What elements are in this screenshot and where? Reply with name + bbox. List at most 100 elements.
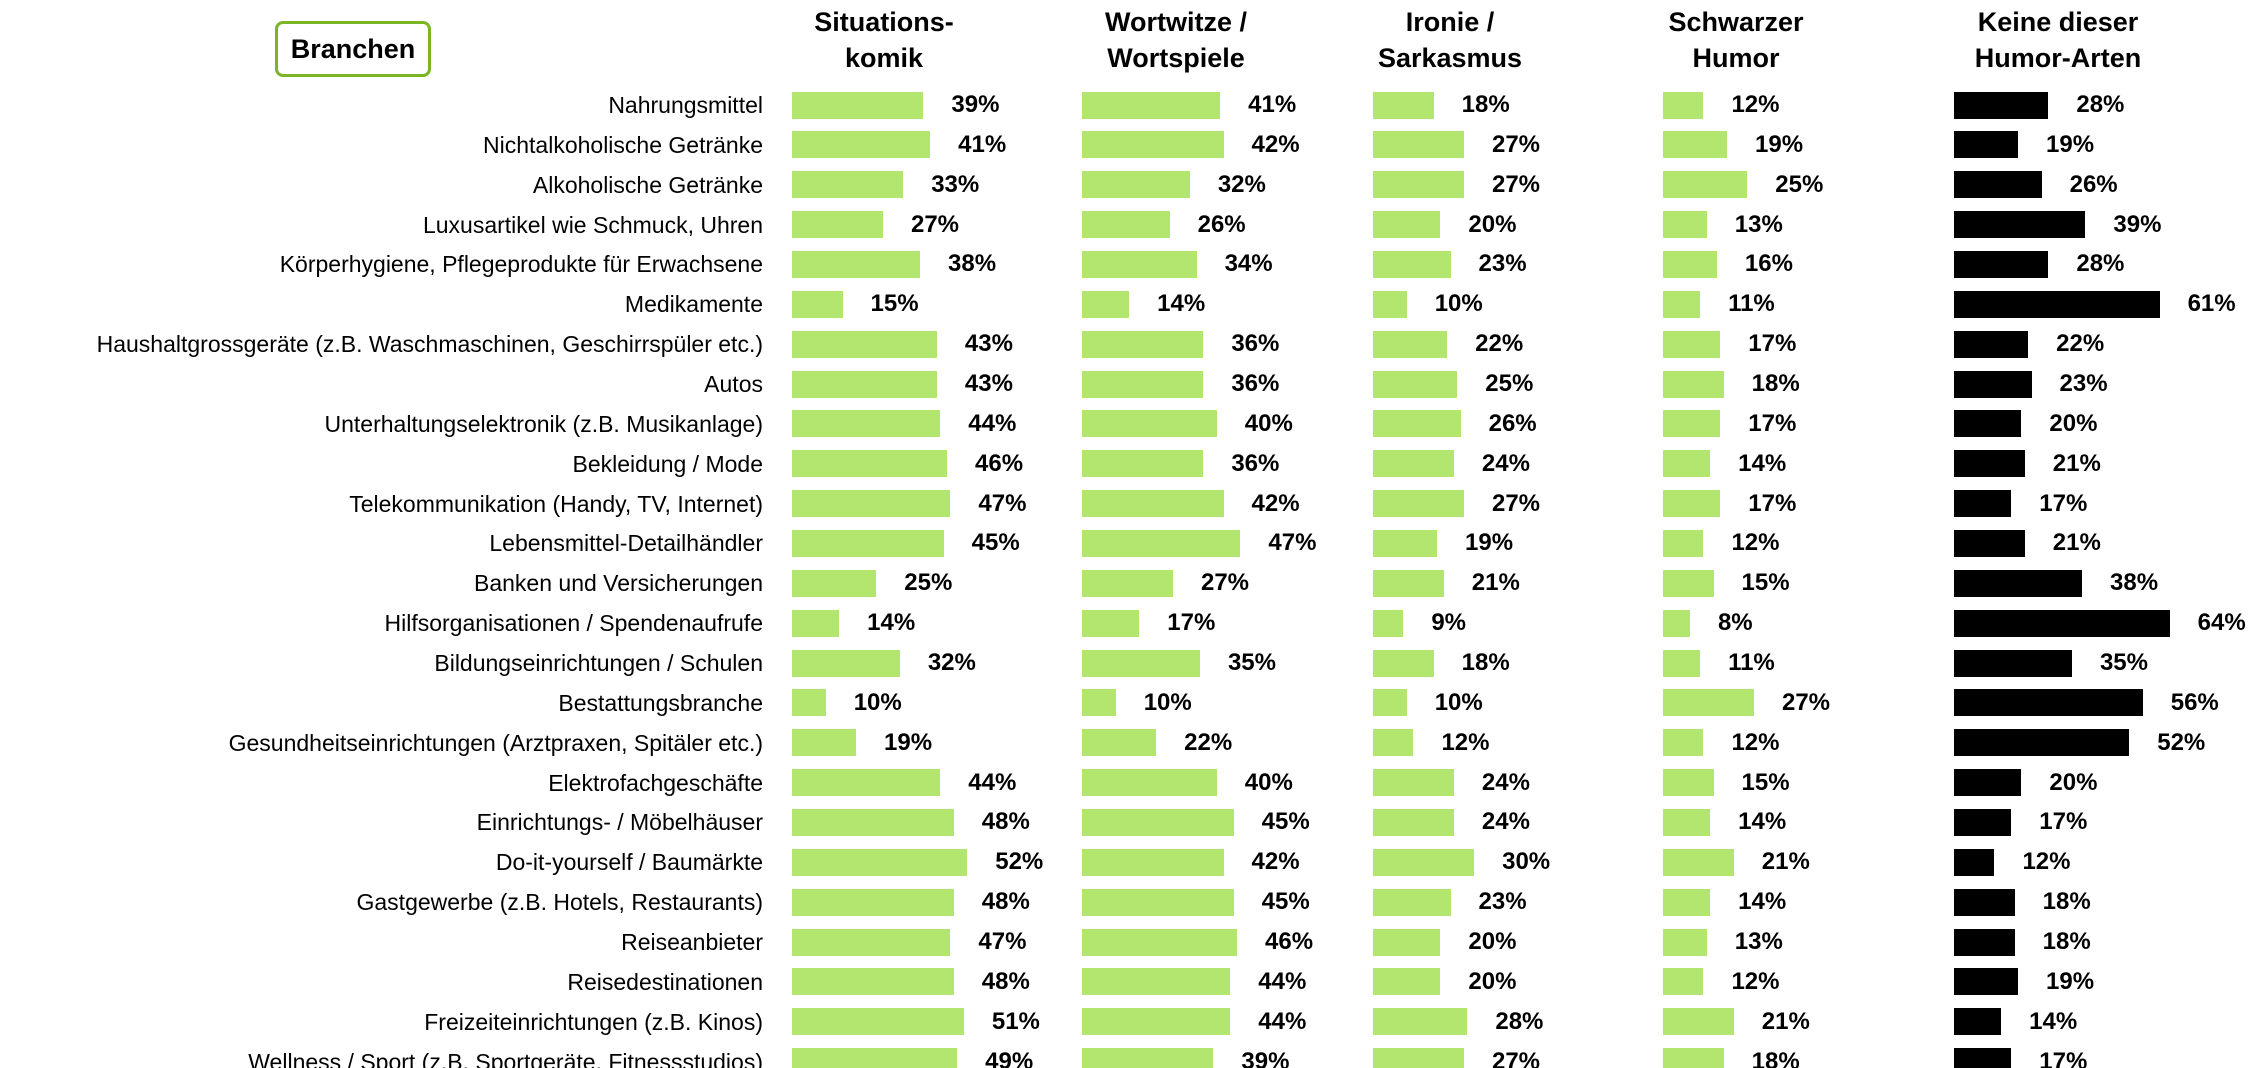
value-label: 22% xyxy=(1475,330,1524,358)
value-label: 44% xyxy=(968,768,1017,796)
value-label: 26% xyxy=(2069,170,2118,198)
value-label: 24% xyxy=(1481,808,1530,836)
category-label: Körperhygiene, Pflegeprodukte für Erwach… xyxy=(279,251,763,278)
bar xyxy=(792,968,954,996)
value-label: 28% xyxy=(1495,1007,1544,1035)
bar xyxy=(1954,250,2049,278)
value-label: 18% xyxy=(1461,91,1510,118)
value-label: 19% xyxy=(1755,130,1804,158)
bar xyxy=(1373,450,1454,478)
value-label: 32% xyxy=(1217,170,1266,198)
bar xyxy=(1954,729,2130,757)
value-label: 23% xyxy=(2059,370,2108,398)
category-label: Gastgewerbe (z.B. Hotels, Restaurants) xyxy=(356,889,764,916)
bar xyxy=(792,928,951,956)
value-label: 12% xyxy=(1731,529,1780,557)
category-label: Wellness / Sport (z.B. Sportgeräte, Fitn… xyxy=(248,1048,763,1068)
category-label: Nichtalkoholische Getränke xyxy=(483,131,763,158)
series-header: Situations- komik xyxy=(814,7,954,73)
category-label: Einrichtungs- / Möbelhäuser xyxy=(476,809,763,836)
category-label: Bestattungsbranche xyxy=(558,689,763,716)
bar xyxy=(792,888,954,916)
value-label: 21% xyxy=(1761,1007,1810,1035)
value-label: 18% xyxy=(2042,888,2091,916)
value-label: 18% xyxy=(1751,1047,1800,1068)
bar xyxy=(1663,211,1707,239)
value-label: 20% xyxy=(2049,768,2098,796)
value-label: 36% xyxy=(1231,330,1280,358)
bar xyxy=(1954,131,2019,159)
bar xyxy=(1954,1008,2002,1036)
bar xyxy=(1663,171,1748,199)
value-label: 38% xyxy=(948,250,997,278)
value-label: 19% xyxy=(2046,130,2095,158)
category-label: Bekleidung / Mode xyxy=(572,450,763,477)
bar xyxy=(1082,689,1116,717)
bar xyxy=(1373,211,1441,239)
bar xyxy=(1663,609,1690,637)
bar xyxy=(1663,290,1701,318)
bar xyxy=(1373,290,1407,318)
value-label: 35% xyxy=(2099,649,2148,677)
bar xyxy=(1954,609,2170,637)
value-label: 23% xyxy=(1478,250,1527,278)
value-label: 17% xyxy=(2039,1047,2088,1068)
value-label: 17% xyxy=(1748,330,1797,358)
value-label: 12% xyxy=(1731,967,1780,995)
value-label: 23% xyxy=(1478,888,1527,916)
bar xyxy=(1373,689,1407,717)
value-label: 36% xyxy=(1231,449,1280,477)
bar xyxy=(1663,410,1721,438)
value-label: 12% xyxy=(1731,91,1780,118)
category-label: Haushaltgrossgeräte (z.B. Waschmaschinen… xyxy=(96,331,763,358)
value-label: 30% xyxy=(1502,848,1551,876)
value-label: 41% xyxy=(958,130,1007,158)
bar xyxy=(792,689,826,717)
value-label: 21% xyxy=(2052,529,2101,557)
value-label: 20% xyxy=(1468,210,1517,238)
value-label: 48% xyxy=(981,808,1030,836)
bar xyxy=(1082,211,1170,239)
value-label: 47% xyxy=(1268,529,1317,557)
bar xyxy=(1082,91,1221,119)
value-label: 20% xyxy=(2049,409,2098,437)
value-label: 11% xyxy=(1728,290,1775,318)
value-label: 18% xyxy=(1461,649,1510,677)
category-label: Gesundheitseinrichtungen (Arztpraxen, Sp… xyxy=(228,729,763,756)
bar xyxy=(1082,609,1140,637)
bar xyxy=(1373,928,1441,956)
bar xyxy=(792,1008,964,1036)
bar xyxy=(1663,729,1704,757)
bar xyxy=(1082,529,1241,557)
value-label: 21% xyxy=(1761,848,1810,876)
value-label: 47% xyxy=(978,489,1027,517)
value-label: 17% xyxy=(2039,489,2088,517)
bar xyxy=(1663,490,1721,518)
value-label: 14% xyxy=(1157,290,1206,318)
value-label: 25% xyxy=(904,569,953,597)
bar xyxy=(792,1048,958,1068)
value-label: 48% xyxy=(981,967,1030,995)
value-label: 45% xyxy=(971,529,1020,557)
bar xyxy=(1082,450,1204,478)
category-label: Nahrungsmittel xyxy=(608,92,763,118)
value-label: 15% xyxy=(870,290,919,318)
bar xyxy=(1082,370,1204,398)
value-label: 15% xyxy=(1741,569,1790,597)
bar xyxy=(1954,1048,2012,1068)
bar xyxy=(1082,1048,1214,1068)
value-label: 12% xyxy=(1441,728,1490,756)
bar xyxy=(1082,928,1238,956)
category-label: Lebensmittel-Detailhändler xyxy=(489,530,763,557)
bar xyxy=(792,729,857,757)
value-label: 13% xyxy=(1734,928,1783,956)
bar xyxy=(1663,250,1717,278)
bar xyxy=(1954,968,2019,996)
value-label: 64% xyxy=(2197,609,2246,637)
bar xyxy=(1373,250,1451,278)
bar xyxy=(1954,290,2160,318)
bar xyxy=(792,131,931,159)
value-label: 15% xyxy=(1741,768,1790,796)
bar xyxy=(1663,968,1704,996)
